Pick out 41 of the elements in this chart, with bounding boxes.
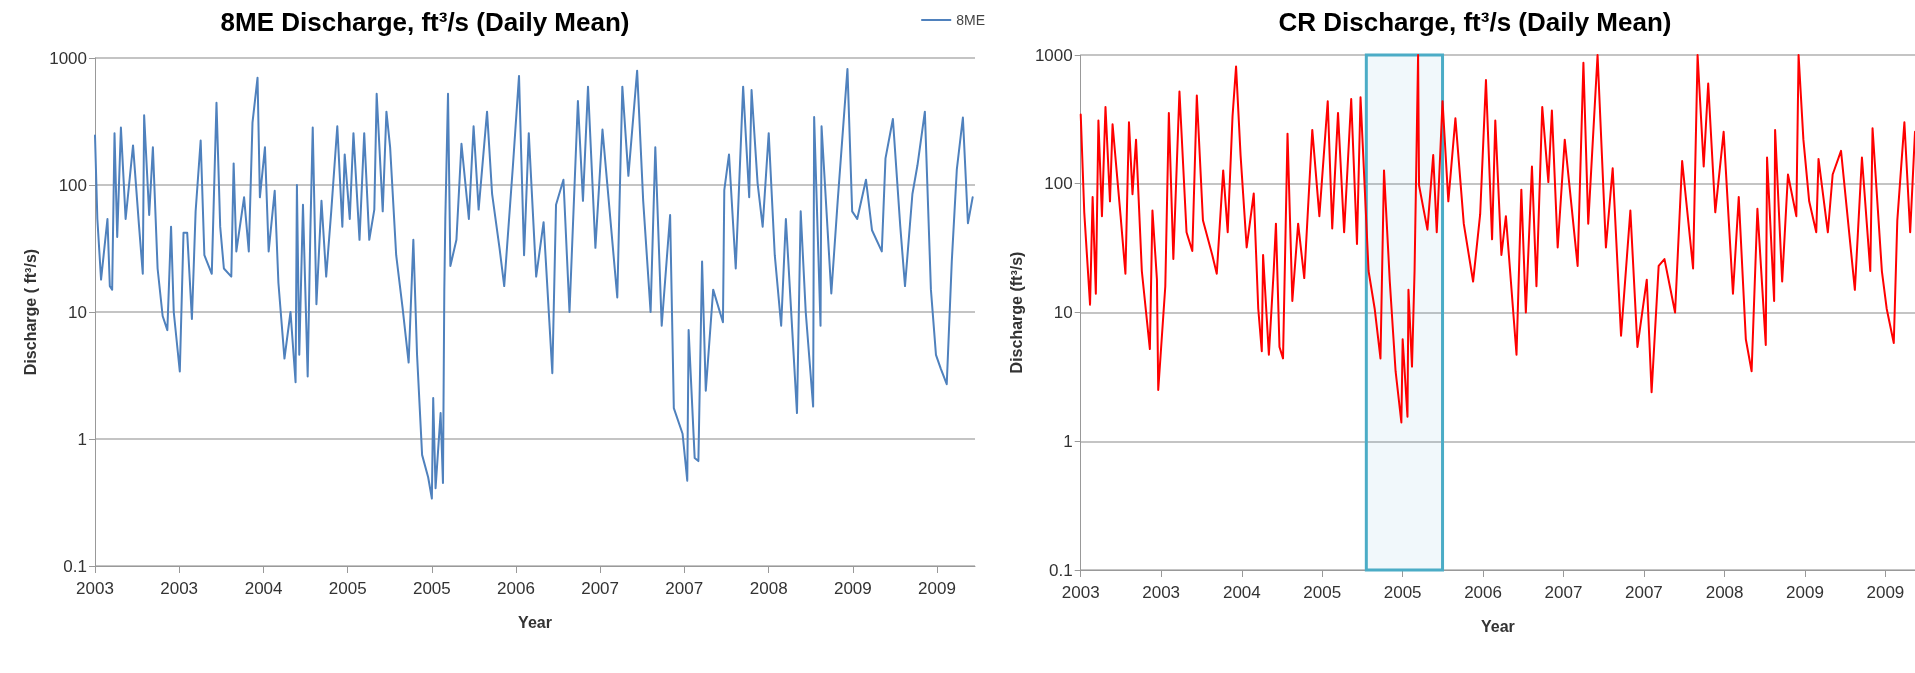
x-tick-label: 2004 (244, 579, 283, 598)
x-tick-label: 2009 (918, 579, 956, 598)
y-tick-label: 100 (1044, 174, 1073, 194)
x-tick-label: 2009 (833, 579, 872, 598)
y-tick-label: 0.1 (1049, 560, 1073, 580)
y-tick-label: 1 (77, 429, 87, 449)
y-tick-label: 10 (1053, 303, 1073, 322)
x-tick-label: 2003 (1142, 583, 1181, 602)
chart-title: 8ME Discharge, ft³/s (Daily Mean) (220, 7, 630, 37)
x-tick-label: 2008 (1705, 583, 1744, 602)
y-tick-label: 10 (68, 302, 87, 322)
x-tick-label: 2007 (581, 579, 620, 598)
x-tick-label: 2005 (412, 579, 451, 598)
x-tick-label: 2006 (497, 579, 535, 598)
y-tick-label: 100 (58, 175, 87, 195)
x-axis-title: Year (518, 613, 552, 631)
x-tick-label: 2005 (328, 579, 367, 598)
x-tick-label: 2003 (160, 579, 199, 598)
line-series (94, 67, 974, 500)
y-tick-label: 1000 (49, 48, 87, 68)
x-tick-label: 2009 (1786, 583, 1824, 602)
x-axis-title: Year (1480, 617, 1515, 635)
x-tick-label: 2007 (665, 579, 704, 598)
x-tick-label: 2004 (1222, 583, 1261, 602)
x-tick-label: 2006 (1464, 583, 1502, 602)
x-tick-label: 2007 (1624, 583, 1663, 602)
x-tick-label: 2005 (1383, 583, 1422, 602)
x-tick-label: 2003 (1061, 583, 1100, 602)
y-tick-label: 1 (1063, 431, 1073, 451)
line-series (1079, 54, 1915, 424)
y-axis-title: Discharge ( ft³/s) (21, 248, 39, 376)
x-tick-label: 2009 (1866, 583, 1905, 602)
x-tick-label: 2005 (1303, 583, 1342, 602)
y-axis-title: Discharge (ft³/s) (1007, 251, 1025, 374)
y-tick-label: 1000 (1034, 45, 1073, 65)
x-tick-label: 2008 (749, 579, 788, 598)
y-tick-label: 0.1 (63, 556, 87, 576)
chart-title: CR Discharge, ft³/s (Daily Mean) (1278, 7, 1672, 37)
x-tick-label: 2007 (1544, 583, 1583, 602)
legend-label: 8ME (956, 12, 986, 28)
x-tick-label: 2003 (76, 579, 114, 598)
